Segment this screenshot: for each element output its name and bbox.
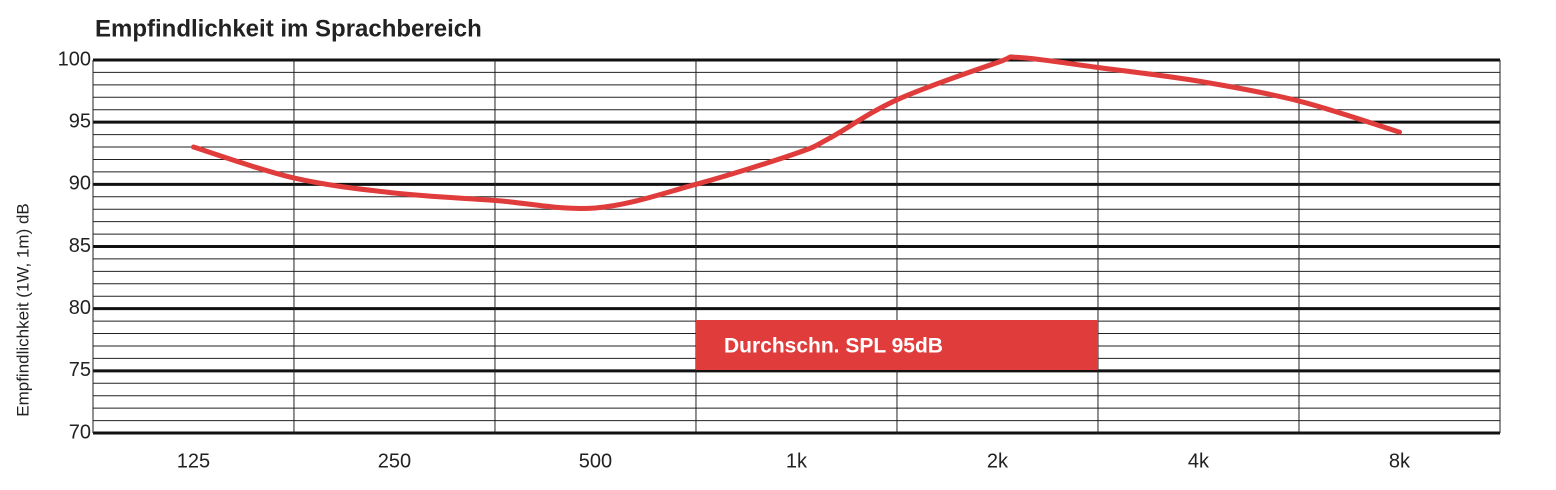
y-tick-label: 70	[69, 421, 91, 443]
x-tick-label: 2k	[987, 450, 1009, 472]
annotation: Durchschn. SPL 95dB	[724, 335, 943, 358]
y-tick-label: 85	[69, 235, 91, 257]
y-tick-label: 100	[58, 48, 91, 70]
y-tick-label: 95	[69, 110, 91, 132]
data-line	[190, 54, 1402, 211]
x-tick-label: 250	[378, 450, 411, 472]
y-tick-label: 75	[69, 359, 91, 381]
y-tick-label: 90	[69, 173, 91, 195]
y-axis-label: Empfindlichkeit (1W, 1m) dB	[13, 203, 32, 417]
x-tick-label: 125	[177, 450, 210, 472]
x-tick-label: 500	[579, 450, 612, 472]
x-tick-label: 8k	[1389, 450, 1411, 472]
annotation-box	[695, 320, 1098, 370]
y-tick-label: 80	[69, 297, 91, 319]
x-tick-label: 4k	[1188, 450, 1210, 472]
x-tick-label: 1k	[786, 450, 808, 472]
chart-title: Empfindlichkeit im Sprachbereich	[95, 15, 482, 42]
